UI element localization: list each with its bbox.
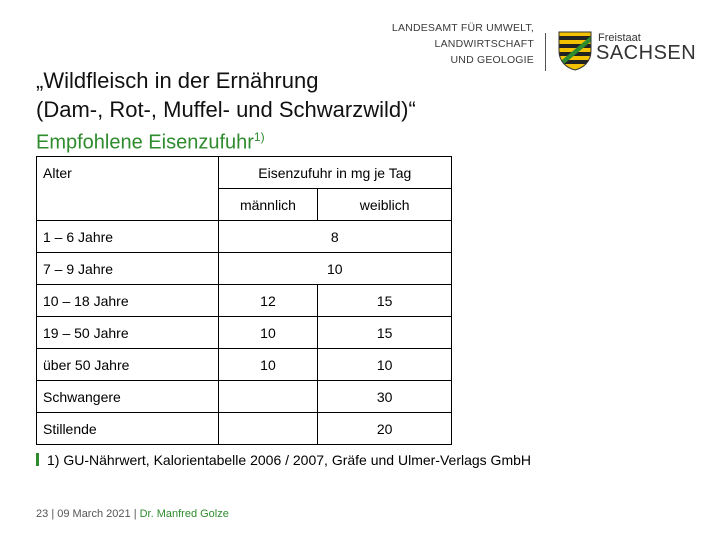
age-cell: 19 – 50 Jahre: [36, 316, 219, 349]
saxony-coat-of-arms-icon: [558, 31, 592, 71]
table-row: Stillende 20: [36, 412, 452, 445]
footnote: 1) GU-Nährwert, Kalorientabelle 2006 / 2…: [36, 452, 531, 468]
state-label-big: SACHSEN: [596, 42, 697, 64]
subtitle-text: Empfohlene Eisenzufuhr: [36, 131, 254, 154]
table-row: 7 – 9 Jahre 10: [36, 252, 453, 285]
age-cell: Stillende: [36, 412, 219, 445]
agency-name-line1: LANDESAMT FÜR UMWELT,: [391, 22, 534, 34]
table-row: Schwangere 30: [36, 380, 452, 413]
table-row: über 50 Jahre 10 10: [36, 348, 452, 381]
age-cell: über 50 Jahre: [36, 348, 219, 381]
slide-footer: 23 | 09 March 2021 | Dr. Manfred Golze: [36, 508, 229, 520]
slide-title: „Wildfleisch in der Ernährung (Dam-, Rot…: [36, 66, 556, 124]
value-cell: 10: [217, 252, 453, 285]
header-female: weiblich: [317, 188, 452, 221]
page-number: 23: [36, 508, 49, 520]
footnote-marker: [36, 453, 39, 466]
male-value-cell: 12: [217, 284, 319, 317]
footer-separator: |: [133, 508, 137, 520]
female-value-cell: 15: [317, 316, 452, 349]
author-name: Dr. Manfred Golze: [139, 508, 229, 520]
state-label-small: Freistaat: [598, 32, 641, 44]
title-line2: (Dam-, Rot-, Muffel- und Schwarzwild)“: [36, 97, 416, 122]
male-value-cell: 10: [217, 348, 319, 381]
table-subheader-row: männlich weiblich: [37, 188, 452, 221]
age-cell: Schwangere: [36, 380, 219, 413]
footnote-text: 1) GU-Nährwert, Kalorientabelle 2006 / 2…: [47, 452, 531, 468]
male-value-cell: [217, 380, 319, 413]
logo-divider: [545, 33, 546, 71]
header-age: Alter: [36, 156, 219, 221]
table-header-row: Alter Eisenzufuhr in mg je Tag: [36, 156, 453, 221]
male-value-cell: 10: [217, 316, 319, 349]
subtitle-footnote-ref: 1): [253, 130, 265, 144]
header-iron-intake: Eisenzufuhr in mg je Tag: [217, 156, 453, 189]
agency-name-line3: UND GEOLOGIE: [450, 54, 534, 66]
header-male: männlich: [217, 188, 319, 221]
value-cell: 8: [217, 220, 453, 253]
agency-logo-text: LANDESAMT FÜR UMWELT, LANDWIRTSCHAFT UND…: [390, 20, 534, 68]
iron-intake-table: Alter Eisenzufuhr in mg je Tag männlich …: [36, 156, 453, 445]
age-cell: 1 – 6 Jahre: [36, 220, 219, 253]
title-line1: „Wildfleisch in der Ernährung: [36, 68, 319, 93]
male-value-cell: [217, 412, 319, 445]
female-value-cell: 10: [317, 348, 452, 381]
female-value-cell: 20: [317, 412, 452, 445]
table-row: 10 – 18 Jahre 12 15: [36, 284, 452, 317]
presentation-date: 09 March 2021: [57, 508, 131, 520]
agency-name-line2: LANDWIRTSCHAFT: [434, 38, 534, 50]
table-row: 19 – 50 Jahre 10 15: [36, 316, 452, 349]
age-cell: 7 – 9 Jahre: [36, 252, 219, 285]
female-value-cell: 15: [317, 284, 452, 317]
table-row: 1 – 6 Jahre 8: [36, 220, 453, 253]
female-value-cell: 30: [317, 380, 452, 413]
slide-subtitle: Empfohlene Eisenzufuhr1): [36, 130, 265, 155]
footer-separator: |: [51, 508, 55, 520]
age-cell: 10 – 18 Jahre: [36, 284, 219, 317]
